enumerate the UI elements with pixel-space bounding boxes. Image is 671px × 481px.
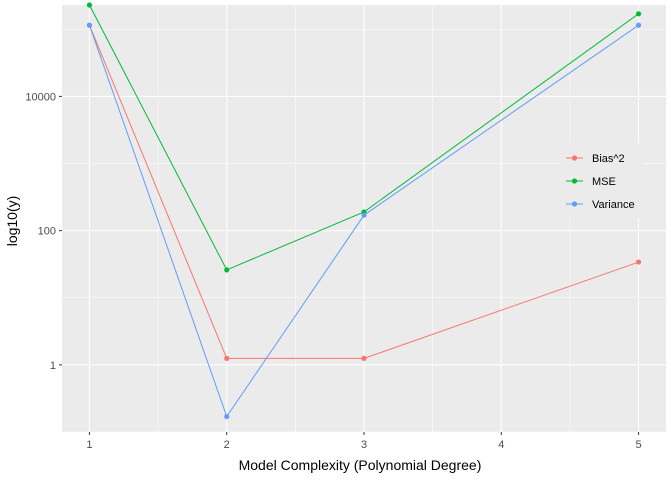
grid-major	[62, 5, 666, 432]
series-line-bias-2	[88, 25, 639, 359]
legend-key-point-bias-2	[571, 155, 578, 161]
legend-label-bias-2: Bias^2	[592, 153, 625, 165]
data-point-mse	[224, 267, 230, 273]
y-tick-label: 10000	[25, 91, 56, 103]
legend-key-point-variance	[571, 201, 578, 207]
data-point-variance	[361, 212, 367, 218]
x-tick-label: 4	[498, 439, 504, 451]
data-point-bias-2	[224, 355, 230, 361]
y-axis-title: log10(y)	[4, 196, 20, 247]
data-point-mse	[635, 11, 642, 17]
legend-label-variance: Variance	[592, 199, 635, 211]
data-point-mse	[86, 2, 93, 8]
legend: Bias^2 MSE Variance	[560, 143, 643, 218]
x-tick-label: 1	[86, 439, 92, 451]
x-tick-label: 2	[224, 439, 230, 451]
data-point-bias-2	[635, 259, 642, 265]
y-tick-label: 100	[38, 226, 56, 238]
axes: 1 2 3 4 5 1 100 10000	[25, 91, 641, 451]
legend-label-mse: MSE	[592, 176, 616, 188]
data-point-variance	[635, 22, 642, 28]
y-tick-label: 1	[50, 360, 56, 372]
data-point-bias-2	[361, 355, 367, 361]
legend-key-point-mse	[571, 178, 578, 184]
series-layer	[86, 2, 642, 420]
series-line-variance	[88, 24, 639, 418]
x-tick-label: 5	[635, 439, 641, 451]
series-line-mse	[89, 4, 639, 271]
data-point-variance	[224, 413, 230, 420]
x-tick-label: 3	[361, 439, 367, 451]
x-axis-title: Model Complexity (Polynomial Degree)	[239, 457, 482, 473]
data-point-variance	[86, 22, 93, 28]
